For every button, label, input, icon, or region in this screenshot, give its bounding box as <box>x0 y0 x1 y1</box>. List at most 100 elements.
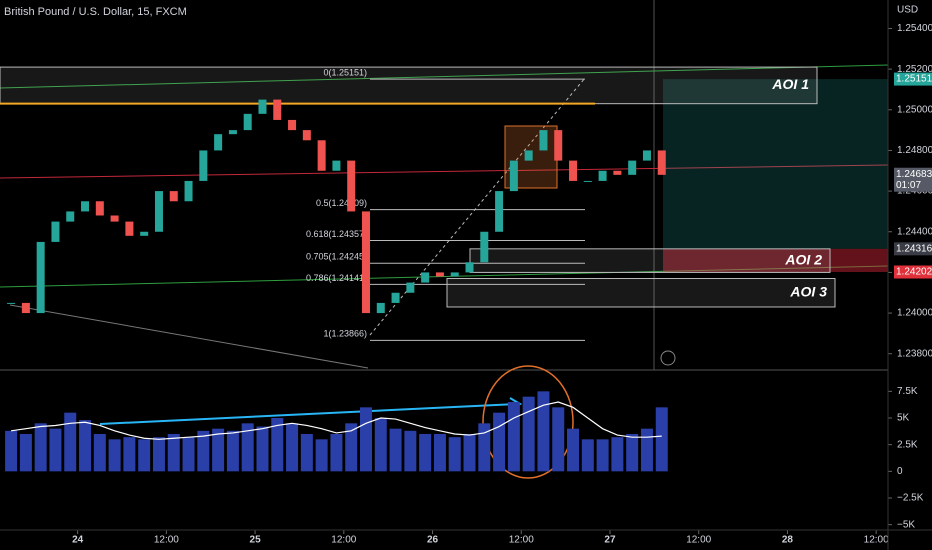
volume-bar <box>433 434 446 472</box>
candle <box>495 191 504 232</box>
candle <box>347 160 356 212</box>
volume-bar <box>271 418 284 472</box>
candle <box>317 140 326 171</box>
x-tick-label: 12:00 <box>864 535 889 546</box>
volume-bar <box>123 437 136 472</box>
candle <box>95 201 104 216</box>
volume-bar <box>167 434 180 472</box>
arrow <box>99 403 519 425</box>
candle <box>154 191 163 232</box>
y-axis-label: USD <box>897 5 918 16</box>
x-tick-label: 25 <box>250 535 262 546</box>
candle <box>361 211 370 314</box>
x-tick-label: 12:00 <box>154 535 179 546</box>
y-tick-label: 1.24000 <box>897 308 932 319</box>
trendline <box>9 304 369 369</box>
volume-bar <box>182 437 195 472</box>
aoi-label: AOI 2 <box>784 251 822 267</box>
stop-zone <box>663 248 888 273</box>
y-tick-label: 1.25200 <box>897 64 932 75</box>
volume-bar <box>345 423 358 472</box>
volume-bar <box>138 439 151 472</box>
trendline <box>0 164 889 179</box>
volume-bar <box>374 418 387 472</box>
fib-label: 0.5(1.24509) <box>316 198 367 208</box>
volume-bar <box>552 407 565 472</box>
candle <box>598 170 607 181</box>
x-tick-label: 12:00 <box>686 535 711 546</box>
target-zone <box>663 79 888 249</box>
price-tag-label: 1.24683 <box>896 169 932 180</box>
candle <box>125 221 134 236</box>
price-tag-label: 1.24202 <box>896 267 932 278</box>
aoi-zone <box>0 66 818 105</box>
candle <box>258 99 267 114</box>
price-tag-label: 1.25151 <box>896 74 932 85</box>
y-tick-label: 1.24800 <box>897 145 932 156</box>
volume-bar <box>315 439 328 472</box>
volume-bar <box>197 430 210 472</box>
candle <box>583 180 592 182</box>
candle <box>480 231 489 263</box>
x-tick-label: 28 <box>782 535 794 546</box>
candle <box>569 160 578 181</box>
candle <box>554 130 563 161</box>
y2-tick-label: 7.5K <box>897 386 918 397</box>
candle <box>36 241 45 314</box>
candle <box>376 302 385 314</box>
volume-bar <box>212 428 225 472</box>
volume-bar <box>152 437 165 472</box>
candle <box>199 150 208 181</box>
candle <box>642 150 651 161</box>
volume-bar <box>286 423 299 472</box>
y2-tick-label: −5K <box>897 519 915 530</box>
candle <box>509 160 518 192</box>
candle <box>228 130 237 135</box>
candle <box>302 130 311 141</box>
fib-label: 1(1.23866) <box>323 329 367 339</box>
candle <box>657 150 666 175</box>
price-tag <box>894 167 932 192</box>
candle <box>140 231 149 236</box>
candle <box>613 170 622 175</box>
volume-bar <box>241 423 254 472</box>
volume-bar <box>581 439 594 472</box>
candle <box>465 262 474 273</box>
price-tag <box>894 242 932 256</box>
y-tick-label: 1.23800 <box>897 348 932 359</box>
candle <box>391 292 400 303</box>
candle <box>243 113 252 131</box>
candle <box>51 221 60 242</box>
volume-bar <box>537 391 550 472</box>
volume-bar <box>463 434 476 472</box>
y-tick-label: 1.25400 <box>897 23 932 34</box>
candle <box>421 272 430 283</box>
volume-bar <box>493 412 506 472</box>
volume-bar <box>640 428 653 472</box>
candle <box>66 211 75 222</box>
y2-tick-label: 5K <box>897 413 910 424</box>
candle <box>435 272 444 277</box>
y2-tick-label: −2.5K <box>897 493 924 504</box>
volume-bar <box>404 430 417 472</box>
candle <box>406 282 415 293</box>
chart-title: British Pound / U.S. Dollar, 15, FXCM <box>4 6 187 18</box>
price-tag-label: 1.24316 <box>896 243 932 254</box>
volume-bar <box>64 412 77 472</box>
volume-bar <box>478 423 491 472</box>
fib-trend <box>369 77 586 336</box>
volume-bar <box>93 434 106 472</box>
alert-icon <box>660 350 676 366</box>
fib-label: 0.618(1.24357) <box>306 229 367 239</box>
volume-bar <box>79 420 92 472</box>
volume-bar <box>226 430 239 472</box>
volume-bar <box>611 437 624 472</box>
x-tick-label: 27 <box>604 535 616 546</box>
highlight-ellipse <box>482 365 574 479</box>
price-tag <box>894 72 932 86</box>
candle <box>628 160 637 175</box>
candle <box>450 272 459 277</box>
candle <box>110 215 119 222</box>
y2-tick-label: 2.5K <box>897 439 918 450</box>
